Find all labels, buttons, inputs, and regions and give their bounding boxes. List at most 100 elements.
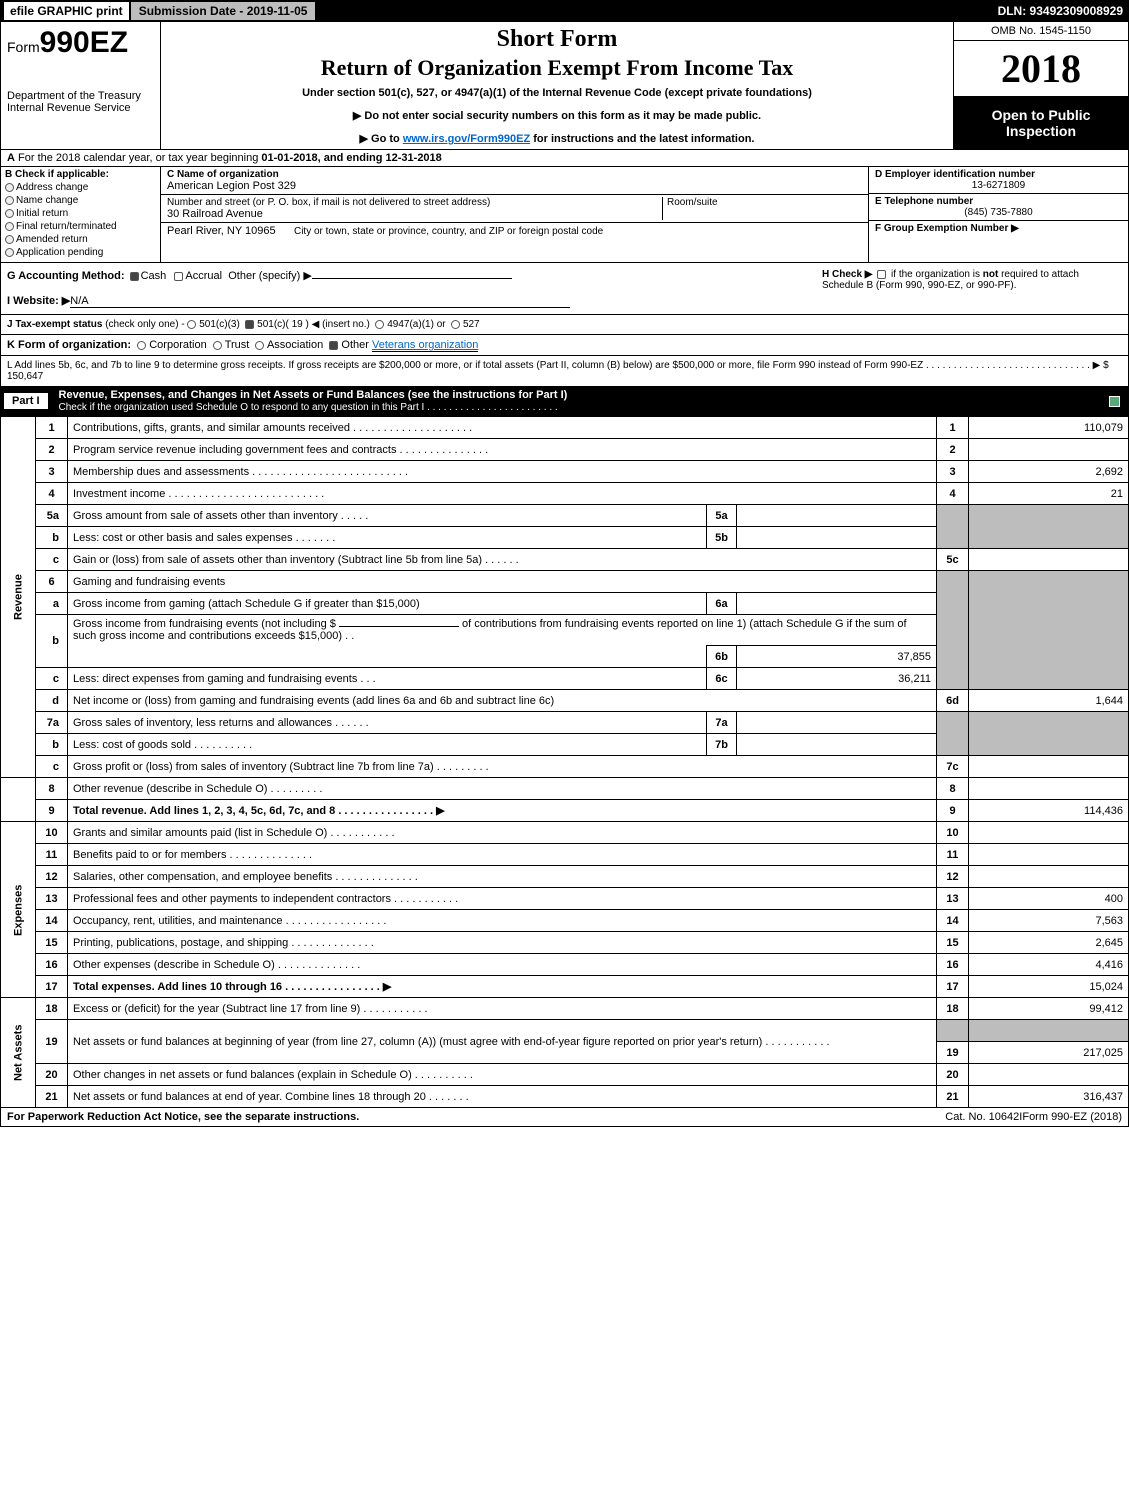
checkbox-icon [5,235,14,244]
goto-suffix: for instructions and the latest informat… [530,133,754,145]
fundraising-amount-input[interactable] [339,626,459,627]
right-no: 4 [937,483,969,505]
mid-val [737,527,937,549]
tax-year-end: 12-31-2018 [386,152,442,164]
right-val: 316,437 [969,1086,1129,1108]
right-val [969,756,1129,778]
addr-label: Number and street (or P. O. box, if mail… [167,197,662,208]
right-val: 4,416 [969,954,1129,976]
instr-goto: ▶ Go to www.irs.gov/Form990EZ for instru… [171,132,943,145]
table-row: 6 Gaming and fundraising events [1,571,1129,593]
irs-link[interactable]: www.irs.gov/Form990EZ [403,133,530,145]
line-no: 3 [36,461,68,483]
line-desc: Salaries, other compensation, and employ… [68,866,937,888]
chk-association[interactable] [255,341,264,350]
table-row: 11 Benefits paid to or for members . . .… [1,844,1129,866]
chk-schedule-o[interactable] [1109,396,1120,407]
line-no: 10 [36,822,68,844]
chk-h[interactable] [877,270,886,279]
other-label: Other (specify) ▶ [228,270,312,282]
part-1-title-text: Revenue, Expenses, and Changes in Net As… [59,389,568,401]
table-row: 2 Program service revenue including gove… [1,439,1129,461]
chk-corporation[interactable] [137,341,146,350]
dept-treasury: Department of the Treasury [7,90,154,102]
i-label: I Website: ▶ [7,295,70,307]
table-row: 7a Gross sales of inventory, less return… [1,712,1129,734]
line-desc: Total revenue. Add lines 1, 2, 3, 4, 5c,… [68,800,937,822]
right-no: 2 [937,439,969,461]
chk-address-change[interactable]: Address change [5,182,156,193]
accounting-method: G Accounting Method: Cash Accrual Other … [7,269,822,308]
chk-label: Address change [16,182,88,193]
chk-501c[interactable] [245,320,254,329]
grey-cell [969,505,1129,549]
chk-other[interactable] [329,341,338,350]
grey-cell [937,1020,969,1042]
right-val: 217,025 [969,1042,1129,1064]
table-row: 9 Total revenue. Add lines 1, 2, 3, 4, 5… [1,800,1129,822]
line-no: 9 [36,800,68,822]
chk-cash[interactable] [130,272,139,281]
chk-amended-return[interactable]: Amended return [5,234,156,245]
opt-corp: Corporation [149,339,206,351]
chk-initial-return[interactable]: Initial return [5,208,156,219]
opt-other: Other [341,339,369,351]
form-header: Form990EZ Department of the Treasury Int… [0,22,1129,150]
chk-4947[interactable] [375,320,384,329]
line-desc: Excess or (deficit) for the year (Subtra… [68,998,937,1020]
line-desc: Gross sales of inventory, less returns a… [68,712,707,734]
chk-application-pending[interactable]: Application pending [5,247,156,258]
chk-501c3[interactable] [187,320,196,329]
chk-trust[interactable] [213,341,222,350]
efile-print-label[interactable]: efile GRAPHIC print [4,2,129,20]
right-no: 5c [937,549,969,571]
accrual-label: Accrual [185,270,222,282]
right-no: 15 [937,932,969,954]
l-value: 150,647 [7,371,43,382]
submission-date-label: Submission Date - 2019-11-05 [131,2,316,20]
line-desc: Membership dues and assessments . . . . … [68,461,937,483]
grey-cell [969,712,1129,756]
line-desc: Other changes in net assets or fund bala… [68,1064,937,1086]
other-org-value[interactable]: Veterans organization [372,339,478,352]
table-row: 8 Other revenue (describe in Schedule O)… [1,778,1129,800]
right-val: 99,412 [969,998,1129,1020]
line-desc: Less: cost or other basis and sales expe… [68,527,707,549]
grey-cell [937,505,969,549]
col-c-org-info: C Name of organization American Legion P… [161,167,868,262]
right-val: 2,645 [969,932,1129,954]
line-no: 15 [36,932,68,954]
row-j-tax-exempt: J Tax-exempt status (check only one) - 5… [0,315,1129,335]
right-val [969,439,1129,461]
grey-cell [969,1020,1129,1042]
line-no: c [36,549,68,571]
revenue-vert-label: Revenue [1,417,36,778]
chk-name-change[interactable]: Name change [5,195,156,206]
j-sub: (check only one) - [105,319,187,330]
chk-final-return[interactable]: Final return/terminated [5,221,156,232]
line-no: c [36,668,68,690]
sub-title: Under section 501(c), 527, or 4947(a)(1)… [171,87,943,99]
line-no: 11 [36,844,68,866]
right-val: 1,644 [969,690,1129,712]
other-specify-input[interactable] [312,278,512,279]
chk-accrual[interactable] [174,272,183,281]
line-no: 2 [36,439,68,461]
opt-assoc: Association [267,339,323,351]
mid-no: 6b [707,646,737,668]
line-no: 19 [36,1020,68,1064]
table-row: 3 Membership dues and assessments . . . … [1,461,1129,483]
l-text: L Add lines 5b, 6c, and 7b to line 9 to … [7,360,1109,371]
right-no: 21 [937,1086,969,1108]
line-desc: Less: direct expenses from gaming and fu… [68,668,707,690]
right-no: 18 [937,998,969,1020]
right-val: 2,692 [969,461,1129,483]
netassets-vert-label: Net Assets [1,998,36,1108]
instr-ssn: ▶ Do not enter social security numbers o… [171,109,943,122]
line-desc: Contributions, gifts, grants, and simila… [68,417,937,439]
chk-527[interactable] [451,320,460,329]
short-form-title: Short Form [171,26,943,53]
line-desc: Gross income from gaming (attach Schedul… [68,593,707,615]
right-val [969,549,1129,571]
right-no: 3 [937,461,969,483]
